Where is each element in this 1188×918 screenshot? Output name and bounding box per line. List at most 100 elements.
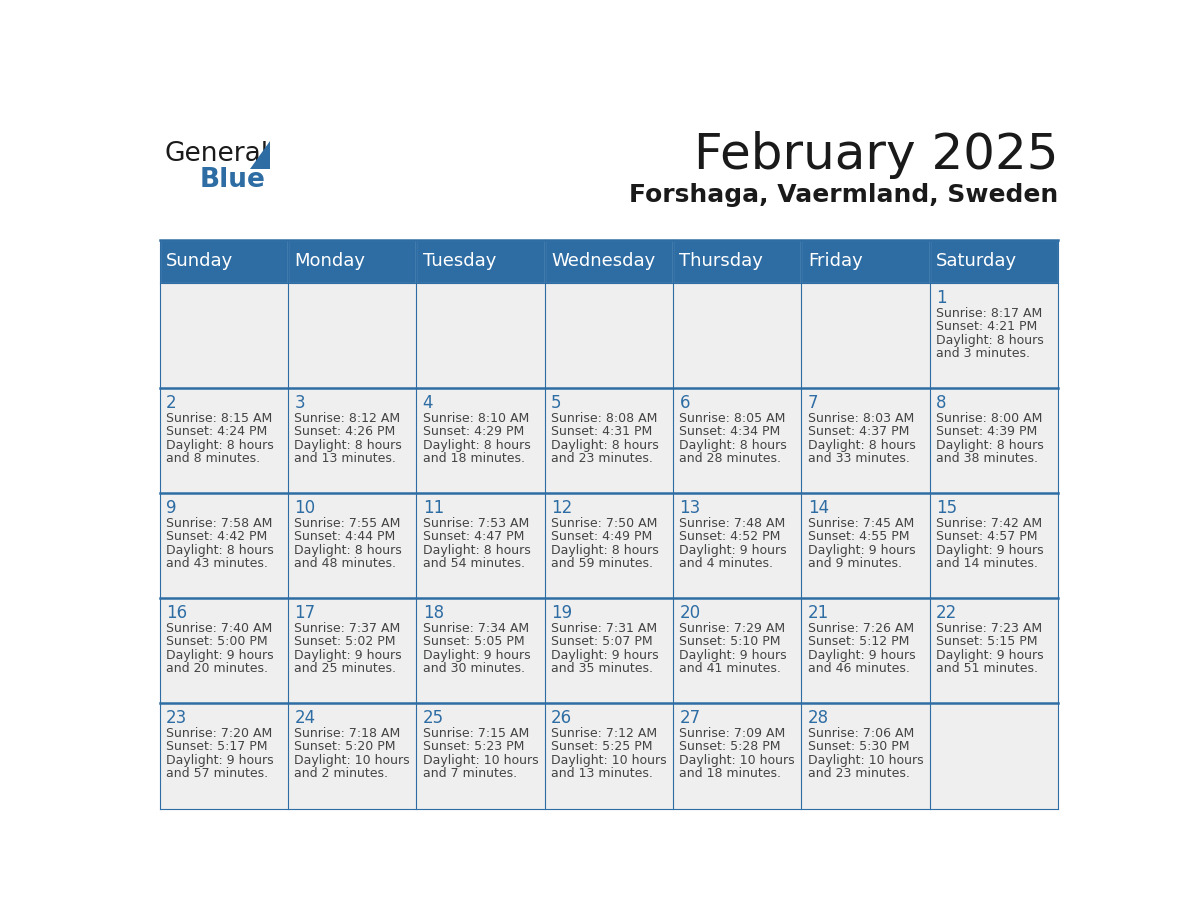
Polygon shape — [249, 140, 270, 169]
Text: Monday: Monday — [295, 252, 366, 271]
Text: 5: 5 — [551, 394, 562, 412]
Text: Sunset: 5:30 PM: Sunset: 5:30 PM — [808, 740, 909, 754]
Text: Sunset: 4:21 PM: Sunset: 4:21 PM — [936, 320, 1037, 333]
Text: Daylight: 8 hours: Daylight: 8 hours — [423, 543, 531, 556]
Bar — [416, 703, 544, 809]
Bar — [416, 599, 544, 703]
Text: 8: 8 — [936, 394, 947, 412]
Bar — [544, 493, 674, 599]
Text: Sunrise: 7:23 AM: Sunrise: 7:23 AM — [936, 621, 1042, 634]
Bar — [930, 240, 1059, 284]
Bar — [159, 493, 287, 599]
Text: Daylight: 9 hours: Daylight: 9 hours — [166, 649, 273, 662]
Text: 21: 21 — [808, 604, 829, 622]
Bar — [544, 240, 674, 284]
Bar — [287, 493, 416, 599]
Text: Daylight: 9 hours: Daylight: 9 hours — [808, 649, 916, 662]
Text: and 35 minutes.: and 35 minutes. — [551, 662, 653, 675]
Text: Sunrise: 7:06 AM: Sunrise: 7:06 AM — [808, 727, 914, 740]
Text: 27: 27 — [680, 709, 701, 727]
Text: Friday: Friday — [808, 252, 862, 271]
Text: Sunset: 5:10 PM: Sunset: 5:10 PM — [680, 635, 781, 648]
Bar — [544, 599, 674, 703]
Text: Sunset: 4:52 PM: Sunset: 4:52 PM — [680, 531, 781, 543]
Text: Sunset: 4:31 PM: Sunset: 4:31 PM — [551, 425, 652, 438]
Text: Sunrise: 8:17 AM: Sunrise: 8:17 AM — [936, 307, 1042, 319]
Text: and 3 minutes.: and 3 minutes. — [936, 347, 1030, 360]
Text: Wednesday: Wednesday — [551, 252, 656, 271]
Text: 13: 13 — [680, 499, 701, 517]
Bar — [544, 388, 674, 493]
Text: 26: 26 — [551, 709, 573, 727]
Text: Sunset: 5:00 PM: Sunset: 5:00 PM — [166, 635, 267, 648]
Text: 19: 19 — [551, 604, 573, 622]
Bar — [930, 703, 1059, 809]
Text: Daylight: 10 hours: Daylight: 10 hours — [808, 754, 923, 767]
Text: Sunset: 4:44 PM: Sunset: 4:44 PM — [295, 531, 396, 543]
Text: Sunrise: 7:55 AM: Sunrise: 7:55 AM — [295, 517, 400, 530]
Text: Sunrise: 7:12 AM: Sunrise: 7:12 AM — [551, 727, 657, 740]
Text: Sunrise: 7:31 AM: Sunrise: 7:31 AM — [551, 621, 657, 634]
Text: and 48 minutes.: and 48 minutes. — [295, 557, 397, 570]
Text: and 30 minutes.: and 30 minutes. — [423, 662, 525, 675]
Text: and 41 minutes.: and 41 minutes. — [680, 662, 782, 675]
Bar — [159, 703, 287, 809]
Bar — [544, 703, 674, 809]
Text: Daylight: 8 hours: Daylight: 8 hours — [423, 439, 531, 452]
Text: and 59 minutes.: and 59 minutes. — [551, 557, 653, 570]
Text: Daylight: 8 hours: Daylight: 8 hours — [166, 543, 273, 556]
Text: 15: 15 — [936, 499, 958, 517]
Text: Sunset: 4:26 PM: Sunset: 4:26 PM — [295, 425, 396, 438]
Text: Daylight: 8 hours: Daylight: 8 hours — [295, 439, 402, 452]
Text: Daylight: 8 hours: Daylight: 8 hours — [936, 333, 1044, 346]
Bar — [416, 388, 544, 493]
Text: 24: 24 — [295, 709, 316, 727]
Text: Sunrise: 8:12 AM: Sunrise: 8:12 AM — [295, 411, 400, 425]
Text: Daylight: 8 hours: Daylight: 8 hours — [808, 439, 916, 452]
Text: 12: 12 — [551, 499, 573, 517]
Text: and 13 minutes.: and 13 minutes. — [295, 452, 397, 465]
Text: Sunset: 5:12 PM: Sunset: 5:12 PM — [808, 635, 909, 648]
Text: Sunset: 5:28 PM: Sunset: 5:28 PM — [680, 740, 781, 754]
Bar — [287, 599, 416, 703]
Text: Daylight: 9 hours: Daylight: 9 hours — [166, 754, 273, 767]
Bar — [802, 240, 930, 284]
Text: and 18 minutes.: and 18 minutes. — [680, 767, 782, 780]
Text: Daylight: 9 hours: Daylight: 9 hours — [295, 649, 402, 662]
Text: Daylight: 10 hours: Daylight: 10 hours — [295, 754, 410, 767]
Bar — [287, 240, 416, 284]
Bar — [416, 240, 544, 284]
Text: 9: 9 — [166, 499, 177, 517]
Text: Sunrise: 7:26 AM: Sunrise: 7:26 AM — [808, 621, 914, 634]
Text: Sunset: 4:34 PM: Sunset: 4:34 PM — [680, 425, 781, 438]
Text: Daylight: 8 hours: Daylight: 8 hours — [166, 439, 273, 452]
Text: and 38 minutes.: and 38 minutes. — [936, 452, 1038, 465]
Text: Daylight: 8 hours: Daylight: 8 hours — [936, 439, 1044, 452]
Text: 10: 10 — [295, 499, 316, 517]
Text: Daylight: 8 hours: Daylight: 8 hours — [551, 439, 659, 452]
Text: Daylight: 8 hours: Daylight: 8 hours — [295, 543, 402, 556]
Text: Sunrise: 7:58 AM: Sunrise: 7:58 AM — [166, 517, 272, 530]
Text: 25: 25 — [423, 709, 444, 727]
Text: Sunset: 4:29 PM: Sunset: 4:29 PM — [423, 425, 524, 438]
Text: Sunrise: 7:20 AM: Sunrise: 7:20 AM — [166, 727, 272, 740]
Text: 16: 16 — [166, 604, 187, 622]
Bar — [930, 388, 1059, 493]
Text: and 8 minutes.: and 8 minutes. — [166, 452, 260, 465]
Text: Daylight: 9 hours: Daylight: 9 hours — [680, 649, 788, 662]
Text: Sunset: 4:42 PM: Sunset: 4:42 PM — [166, 531, 267, 543]
Bar — [674, 284, 802, 388]
Bar — [674, 599, 802, 703]
Text: 11: 11 — [423, 499, 444, 517]
Text: Sunrise: 8:03 AM: Sunrise: 8:03 AM — [808, 411, 914, 425]
Text: and 2 minutes.: and 2 minutes. — [295, 767, 388, 780]
Text: Saturday: Saturday — [936, 252, 1017, 271]
Text: Sunset: 5:15 PM: Sunset: 5:15 PM — [936, 635, 1037, 648]
Text: 22: 22 — [936, 604, 958, 622]
Text: 1: 1 — [936, 289, 947, 307]
Bar — [802, 703, 930, 809]
Text: Daylight: 9 hours: Daylight: 9 hours — [936, 543, 1044, 556]
Bar — [159, 599, 287, 703]
Text: Daylight: 9 hours: Daylight: 9 hours — [936, 649, 1044, 662]
Text: Sunset: 4:49 PM: Sunset: 4:49 PM — [551, 531, 652, 543]
